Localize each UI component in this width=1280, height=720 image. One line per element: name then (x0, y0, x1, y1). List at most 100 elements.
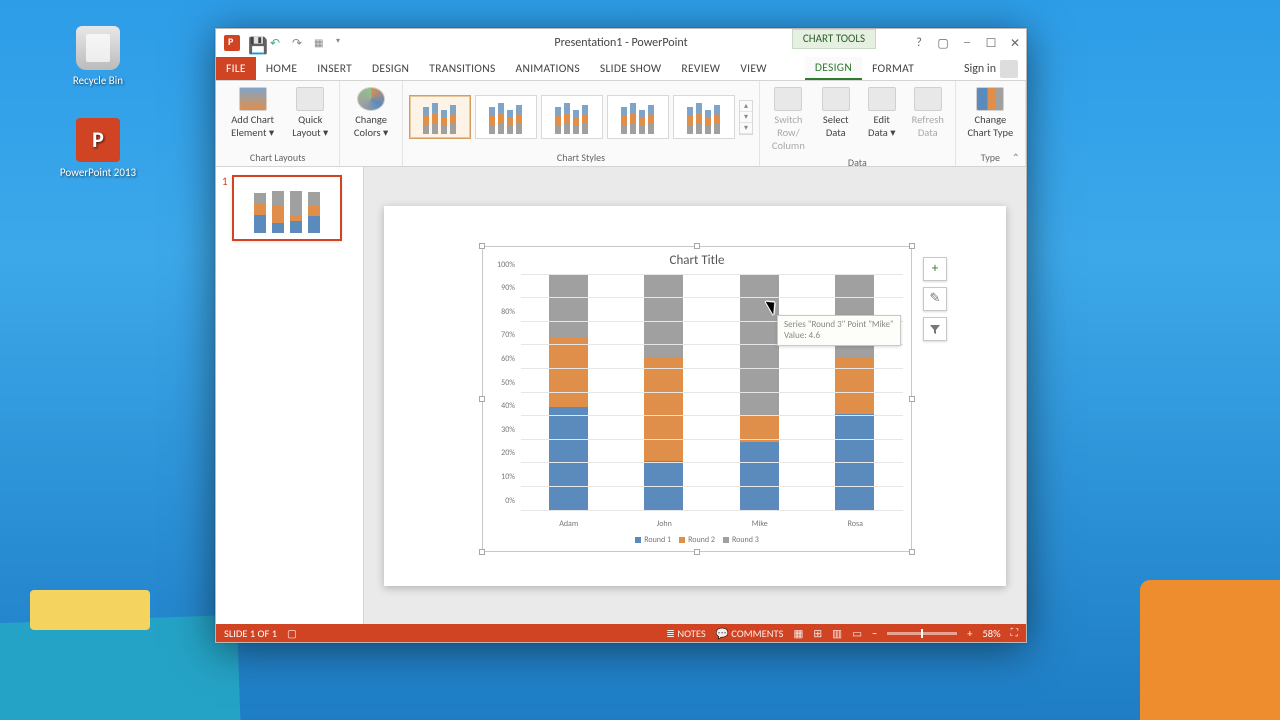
recycle-bin-label: Recycle Bin (58, 74, 138, 87)
x-label: Rosa (835, 519, 875, 529)
slide-canvas[interactable]: Chart Title 0%10%20%30%40%50%60%70%80%90… (364, 167, 1026, 624)
slide-thumbnails-pane[interactable]: 1 (216, 167, 364, 624)
y-tick-label: 90% (501, 283, 515, 293)
tab-chart-format[interactable]: FORMAT (862, 57, 924, 80)
chart-title[interactable]: Chart Title (483, 247, 911, 270)
minimize-button[interactable]: ─ (960, 36, 974, 50)
save-icon[interactable]: 💾 (248, 36, 262, 50)
tab-review[interactable]: REVIEW (671, 57, 730, 80)
plot-area[interactable] (521, 275, 903, 511)
refresh-data-button: Refresh Data (907, 85, 949, 154)
tab-animations[interactable]: ANIMATIONS (506, 57, 590, 80)
desktop: Recycle Bin PowerPoint 2013 💾 ↶ ↷ ▦ ▾ Pr… (0, 0, 1280, 720)
undo-icon[interactable]: ↶ (270, 36, 284, 50)
reading-view-icon[interactable]: ▥ (832, 627, 842, 640)
tab-design[interactable]: DESIGN (362, 57, 419, 80)
recycle-bin-icon[interactable]: Recycle Bin (58, 26, 138, 87)
fit-to-window-icon[interactable]: ⛶ (1011, 626, 1018, 640)
tab-slide-show[interactable]: SLIDE SHOW (590, 57, 671, 80)
legend-item[interactable]: Round 1 (635, 535, 671, 545)
zoom-out-button[interactable]: − (872, 627, 877, 640)
slideshow-view-icon[interactable]: ▭ (852, 627, 862, 640)
switch-row-column-button: Switch Row/ Column (766, 85, 811, 154)
y-tick-label: 50% (501, 378, 515, 388)
chart-style-5[interactable] (673, 95, 735, 139)
chart-filters-button[interactable] (923, 317, 947, 341)
chart-tools-contextual-tab: CHART TOOLS (792, 29, 876, 49)
chart-elements-button[interactable]: + (923, 257, 947, 281)
bar-adam[interactable] (549, 275, 589, 511)
normal-view-icon[interactable]: ▦ (793, 627, 803, 640)
tab-chart-design[interactable]: DESIGN (805, 57, 862, 80)
y-tick-label: 40% (501, 401, 515, 411)
status-bar: SLIDE 1 OF 1 ▢ ≣ NOTES 💬 COMMENTS ▦ ⊞ ▥ … (216, 624, 1026, 642)
chart-styles-button[interactable]: ✎ (923, 287, 947, 311)
bar-john[interactable] (644, 275, 684, 511)
tab-transitions[interactable]: TRANSITIONS (419, 57, 505, 80)
comments-button[interactable]: 💬 COMMENTS (716, 627, 784, 640)
chart-style-2[interactable] (475, 95, 537, 139)
legend-item[interactable]: Round 2 (679, 535, 715, 545)
y-tick-label: 80% (501, 307, 515, 317)
y-tick-label: 60% (501, 354, 515, 364)
avatar-icon (1000, 60, 1018, 78)
slide-sorter-icon[interactable]: ⊞ (813, 627, 822, 640)
tab-file[interactable]: FILE (216, 57, 256, 80)
x-label: Adam (549, 519, 589, 529)
ribbon-display-button[interactable]: ▢ (936, 36, 950, 51)
chart-object[interactable]: Chart Title 0%10%20%30%40%50%60%70%80%90… (482, 246, 912, 552)
slide-indicator[interactable]: SLIDE 1 OF 1 (224, 627, 277, 640)
powerpoint-shortcut-icon[interactable]: PowerPoint 2013 (58, 118, 138, 179)
x-axis: Adam John Mike Rosa (521, 519, 903, 529)
powerpoint-window: 💾 ↶ ↷ ▦ ▾ Presentation1 - PowerPoint CHA… (215, 28, 1027, 643)
y-tick-label: 0% (505, 496, 515, 506)
start-from-beginning-icon[interactable]: ▦ (314, 36, 328, 50)
title-bar[interactable]: 💾 ↶ ↷ ▦ ▾ Presentation1 - PowerPoint CHA… (216, 29, 1026, 57)
zoom-level[interactable]: 58% (982, 627, 1000, 640)
group-chart-styles: Chart Styles (409, 149, 753, 166)
tab-view[interactable]: VIEW (730, 57, 776, 80)
edit-data-button[interactable]: Edit Data ▾ (861, 85, 903, 154)
chart-style-1[interactable] (409, 95, 471, 139)
chart-style-4[interactable] (607, 95, 669, 139)
close-button[interactable]: ✕ (1008, 36, 1022, 51)
legend-item[interactable]: Round 3 (723, 535, 759, 545)
chart-style-3[interactable] (541, 95, 603, 139)
mouse-cursor-icon (769, 299, 781, 315)
x-label: John (644, 519, 684, 529)
qat-customize-icon[interactable]: ▾ (336, 36, 350, 50)
tab-home[interactable]: HOME (256, 57, 307, 80)
zoom-in-button[interactable]: + (967, 627, 972, 640)
add-chart-element-button[interactable]: Add Chart Element ▾ (222, 85, 283, 149)
tab-insert[interactable]: INSERT (307, 57, 362, 80)
bars-container (521, 275, 903, 511)
redo-icon[interactable]: ↷ (292, 36, 306, 50)
slide[interactable]: Chart Title 0%10%20%30%40%50%60%70%80%90… (384, 206, 1006, 586)
maximize-button[interactable]: ☐ (984, 36, 998, 51)
x-label: Mike (740, 519, 780, 529)
ribbon-tabs: FILE HOME INSERT DESIGN TRANSITIONS ANIM… (216, 57, 1026, 81)
powerpoint-shortcut-label: PowerPoint 2013 (58, 166, 138, 179)
change-chart-type-button[interactable]: Change Chart Type (962, 85, 1019, 149)
sign-in-link[interactable]: Sign in (956, 57, 1026, 80)
notes-button[interactable]: ≣ NOTES (666, 627, 706, 640)
datapoint-tooltip: Series "Round 3" Point "Mike" Value: 4.6 (777, 315, 901, 346)
editor-area: 1 Chart Title (216, 167, 1026, 624)
spell-check-icon[interactable]: ▢ (287, 627, 297, 640)
quick-access-toolbar: 💾 ↶ ↷ ▦ ▾ (216, 35, 350, 51)
collapse-ribbon-icon[interactable]: ⌃ (1012, 151, 1020, 164)
chart-styles-scroll[interactable]: ▴▾▾ (739, 100, 753, 135)
help-button[interactable]: ? (912, 36, 926, 50)
ribbon: Add Chart Element ▾ Quick Layout ▾ Chart… (216, 81, 1026, 167)
y-axis: 0%10%20%30%40%50%60%70%80%90%100% (483, 275, 519, 511)
group-type: Type (962, 149, 1019, 166)
quick-layout-button[interactable]: Quick Layout ▾ (287, 85, 333, 149)
legend[interactable]: Round 1 Round 2 Round 3 (483, 535, 911, 545)
select-data-button[interactable]: Select Data (815, 85, 857, 154)
bar-rosa[interactable] (835, 275, 875, 511)
change-colors-button[interactable]: Change Colors ▾ (346, 85, 396, 149)
slide-number: 1 (222, 175, 228, 241)
y-tick-label: 10% (501, 472, 515, 482)
slide-thumbnail-1[interactable] (232, 175, 342, 241)
zoom-slider[interactable] (887, 632, 957, 635)
